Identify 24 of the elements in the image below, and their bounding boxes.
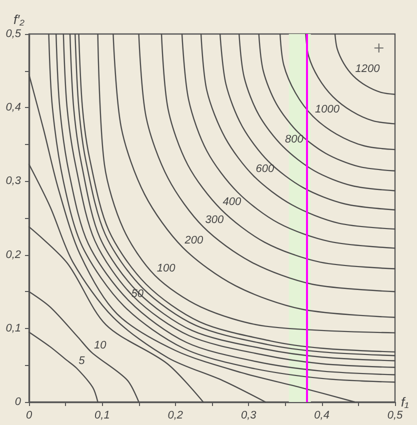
x-tick-label: 0,3	[240, 410, 258, 422]
x-tick-label: 0,2	[168, 410, 184, 422]
series-label: 5	[78, 355, 86, 368]
x-tick-label: 0,4	[314, 410, 330, 422]
x-tick-label: 0,1	[94, 410, 110, 422]
series-label: 600	[256, 163, 275, 176]
y-axis-title: f′₂	[13, 12, 25, 27]
series-label: 200	[184, 234, 204, 246]
series-label: 1000	[315, 103, 340, 116]
series-label: 10	[94, 340, 108, 352]
y-tick-label: 0,5	[6, 28, 22, 40]
y-tick-label: 0,3	[6, 175, 22, 188]
y-tick-label: 0,4	[6, 102, 21, 114]
y-tick-label: 0	[14, 396, 22, 408]
series-label: 400	[222, 196, 242, 208]
x-axis-title: f₁	[401, 394, 409, 410]
series-label: 300	[205, 214, 224, 226]
x-tick-label: 0,5	[387, 410, 404, 422]
x-tick-label: 0	[26, 410, 33, 422]
series-label: 100	[156, 262, 176, 274]
series-label: 1200	[355, 62, 381, 75]
y-tick-label: 0,2	[6, 248, 21, 261]
series-label: 800	[285, 134, 304, 146]
y-tick-label: 0,1	[6, 322, 21, 334]
